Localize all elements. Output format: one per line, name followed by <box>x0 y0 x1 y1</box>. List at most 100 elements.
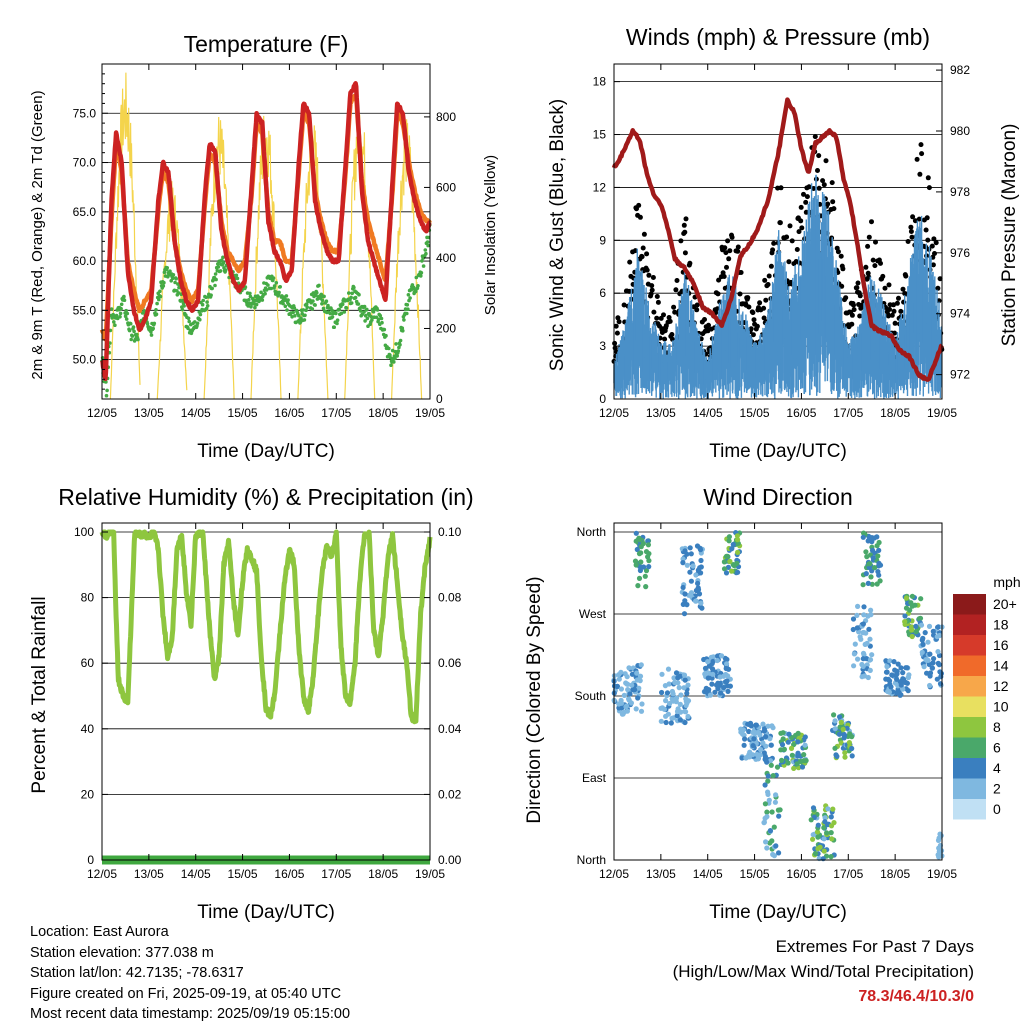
dewpoint-point <box>352 285 356 290</box>
dewpoint-point <box>378 313 383 318</box>
dewpoint-point <box>405 311 409 316</box>
dewpoint-point <box>379 316 384 321</box>
gust-point <box>905 239 911 244</box>
wind-direction-point <box>765 723 771 729</box>
dewpoint-point <box>218 269 223 273</box>
colorbar-label: 6 <box>993 740 1001 756</box>
dewpoint-point <box>421 264 426 268</box>
wind-direction-point <box>618 697 624 703</box>
gust-point <box>799 225 805 231</box>
dewpoint-point <box>216 265 221 269</box>
colorbar-unit-label: mph <box>993 574 1020 590</box>
wind-direction-point <box>659 671 665 677</box>
dewpoint-point <box>210 286 214 291</box>
dewpoint-point <box>353 295 358 300</box>
wind-direction-point <box>702 665 709 671</box>
pressure-y2-tick-label: 978 <box>950 185 970 199</box>
gust-point <box>765 282 771 287</box>
wind-direction-point <box>918 596 924 602</box>
dewpoint-point <box>342 310 347 314</box>
wind-direction-point <box>825 806 831 812</box>
wind-direction-point <box>926 661 932 668</box>
wind-direction-point <box>858 636 864 642</box>
wind-direction-point <box>639 701 645 707</box>
wind-direction-point <box>935 660 941 667</box>
gust-point <box>918 142 924 148</box>
winds-y-tick-label: 3 <box>599 339 606 353</box>
dewpoint-point <box>349 301 354 305</box>
wind-direction-point <box>902 613 908 619</box>
gust-point <box>726 256 732 262</box>
wind-direction-point <box>780 736 786 742</box>
wind-direction-point <box>688 590 695 596</box>
dewpoint-point <box>365 307 369 312</box>
dewpoint-point <box>186 316 191 321</box>
wind-direction-point <box>842 754 848 760</box>
colorbar-label: 16 <box>993 637 1009 653</box>
wind-direction-point <box>815 846 821 852</box>
gust-point <box>816 185 822 191</box>
wind-direction-point <box>698 557 704 564</box>
gust-point <box>851 307 857 313</box>
dewpoint-point <box>396 349 401 353</box>
solar-y2-tick-label: 600 <box>436 180 456 194</box>
wind-direction-point <box>661 706 668 712</box>
gust-point <box>654 315 660 321</box>
dewpoint-point <box>119 306 123 311</box>
colorbar-label: 12 <box>993 678 1009 694</box>
wind-direction-point <box>638 662 644 668</box>
wind-direction-point <box>681 685 687 691</box>
wind-direction-point <box>643 549 650 555</box>
wind-direction-point <box>860 650 867 656</box>
gust-point <box>735 248 741 254</box>
dewpoint-point <box>205 300 209 304</box>
wind-direction-point <box>883 658 889 664</box>
gust-point <box>925 175 931 181</box>
gust-point <box>748 326 754 332</box>
gust-point <box>923 227 929 233</box>
wind-direction-point <box>627 691 633 697</box>
dewpoint-point <box>388 353 392 357</box>
wind-direction-point <box>904 680 911 686</box>
wind-direction-point <box>769 809 775 815</box>
temp-x-tick-label: 14/05 <box>181 406 211 420</box>
wind-direction-point <box>662 683 669 689</box>
gust-point <box>669 332 675 337</box>
dewpoint-point <box>283 304 288 309</box>
recent-timestamp: Most recent data timestamp: 2025/09/19 0… <box>30 1006 351 1022</box>
wind-direction-point <box>904 665 910 671</box>
gust-point <box>892 320 898 326</box>
dewpoint-point <box>304 302 309 306</box>
winds-x-tick-label: 18/05 <box>880 406 910 420</box>
dewpoint-point <box>363 313 368 318</box>
wind-direction-point <box>779 742 786 748</box>
wind-direction-point <box>844 725 850 731</box>
dewpoint-point <box>390 348 395 353</box>
wind-direction-point <box>714 657 720 664</box>
wind-direction-point <box>705 659 711 665</box>
dewpoint-point <box>205 304 210 308</box>
dewpoint-point <box>426 243 430 248</box>
wind-direction-point <box>723 570 730 576</box>
dewpoint-point <box>118 311 123 316</box>
wind-direction-point <box>628 700 635 706</box>
wind-direction-point <box>618 669 624 675</box>
gust-point <box>811 186 817 191</box>
wind-direction-point <box>643 568 650 574</box>
wind-direction-point <box>709 666 716 672</box>
dewpoint-point <box>130 334 135 338</box>
wind-direction-point <box>921 664 927 670</box>
gust-point <box>716 277 722 283</box>
wind-direction-point <box>710 654 717 660</box>
wind-direction-point <box>747 720 754 727</box>
gust-point <box>843 295 849 301</box>
gust-point <box>650 275 656 280</box>
wind-direction-point <box>687 569 693 575</box>
dewpoint-point <box>272 284 277 288</box>
wind-direction-point <box>773 792 779 798</box>
wind-direction-point <box>909 633 915 640</box>
gust-point <box>830 199 836 205</box>
wind-direction-point <box>721 684 727 691</box>
dewpoint-point <box>187 319 191 324</box>
wind-direction-point <box>779 757 785 764</box>
